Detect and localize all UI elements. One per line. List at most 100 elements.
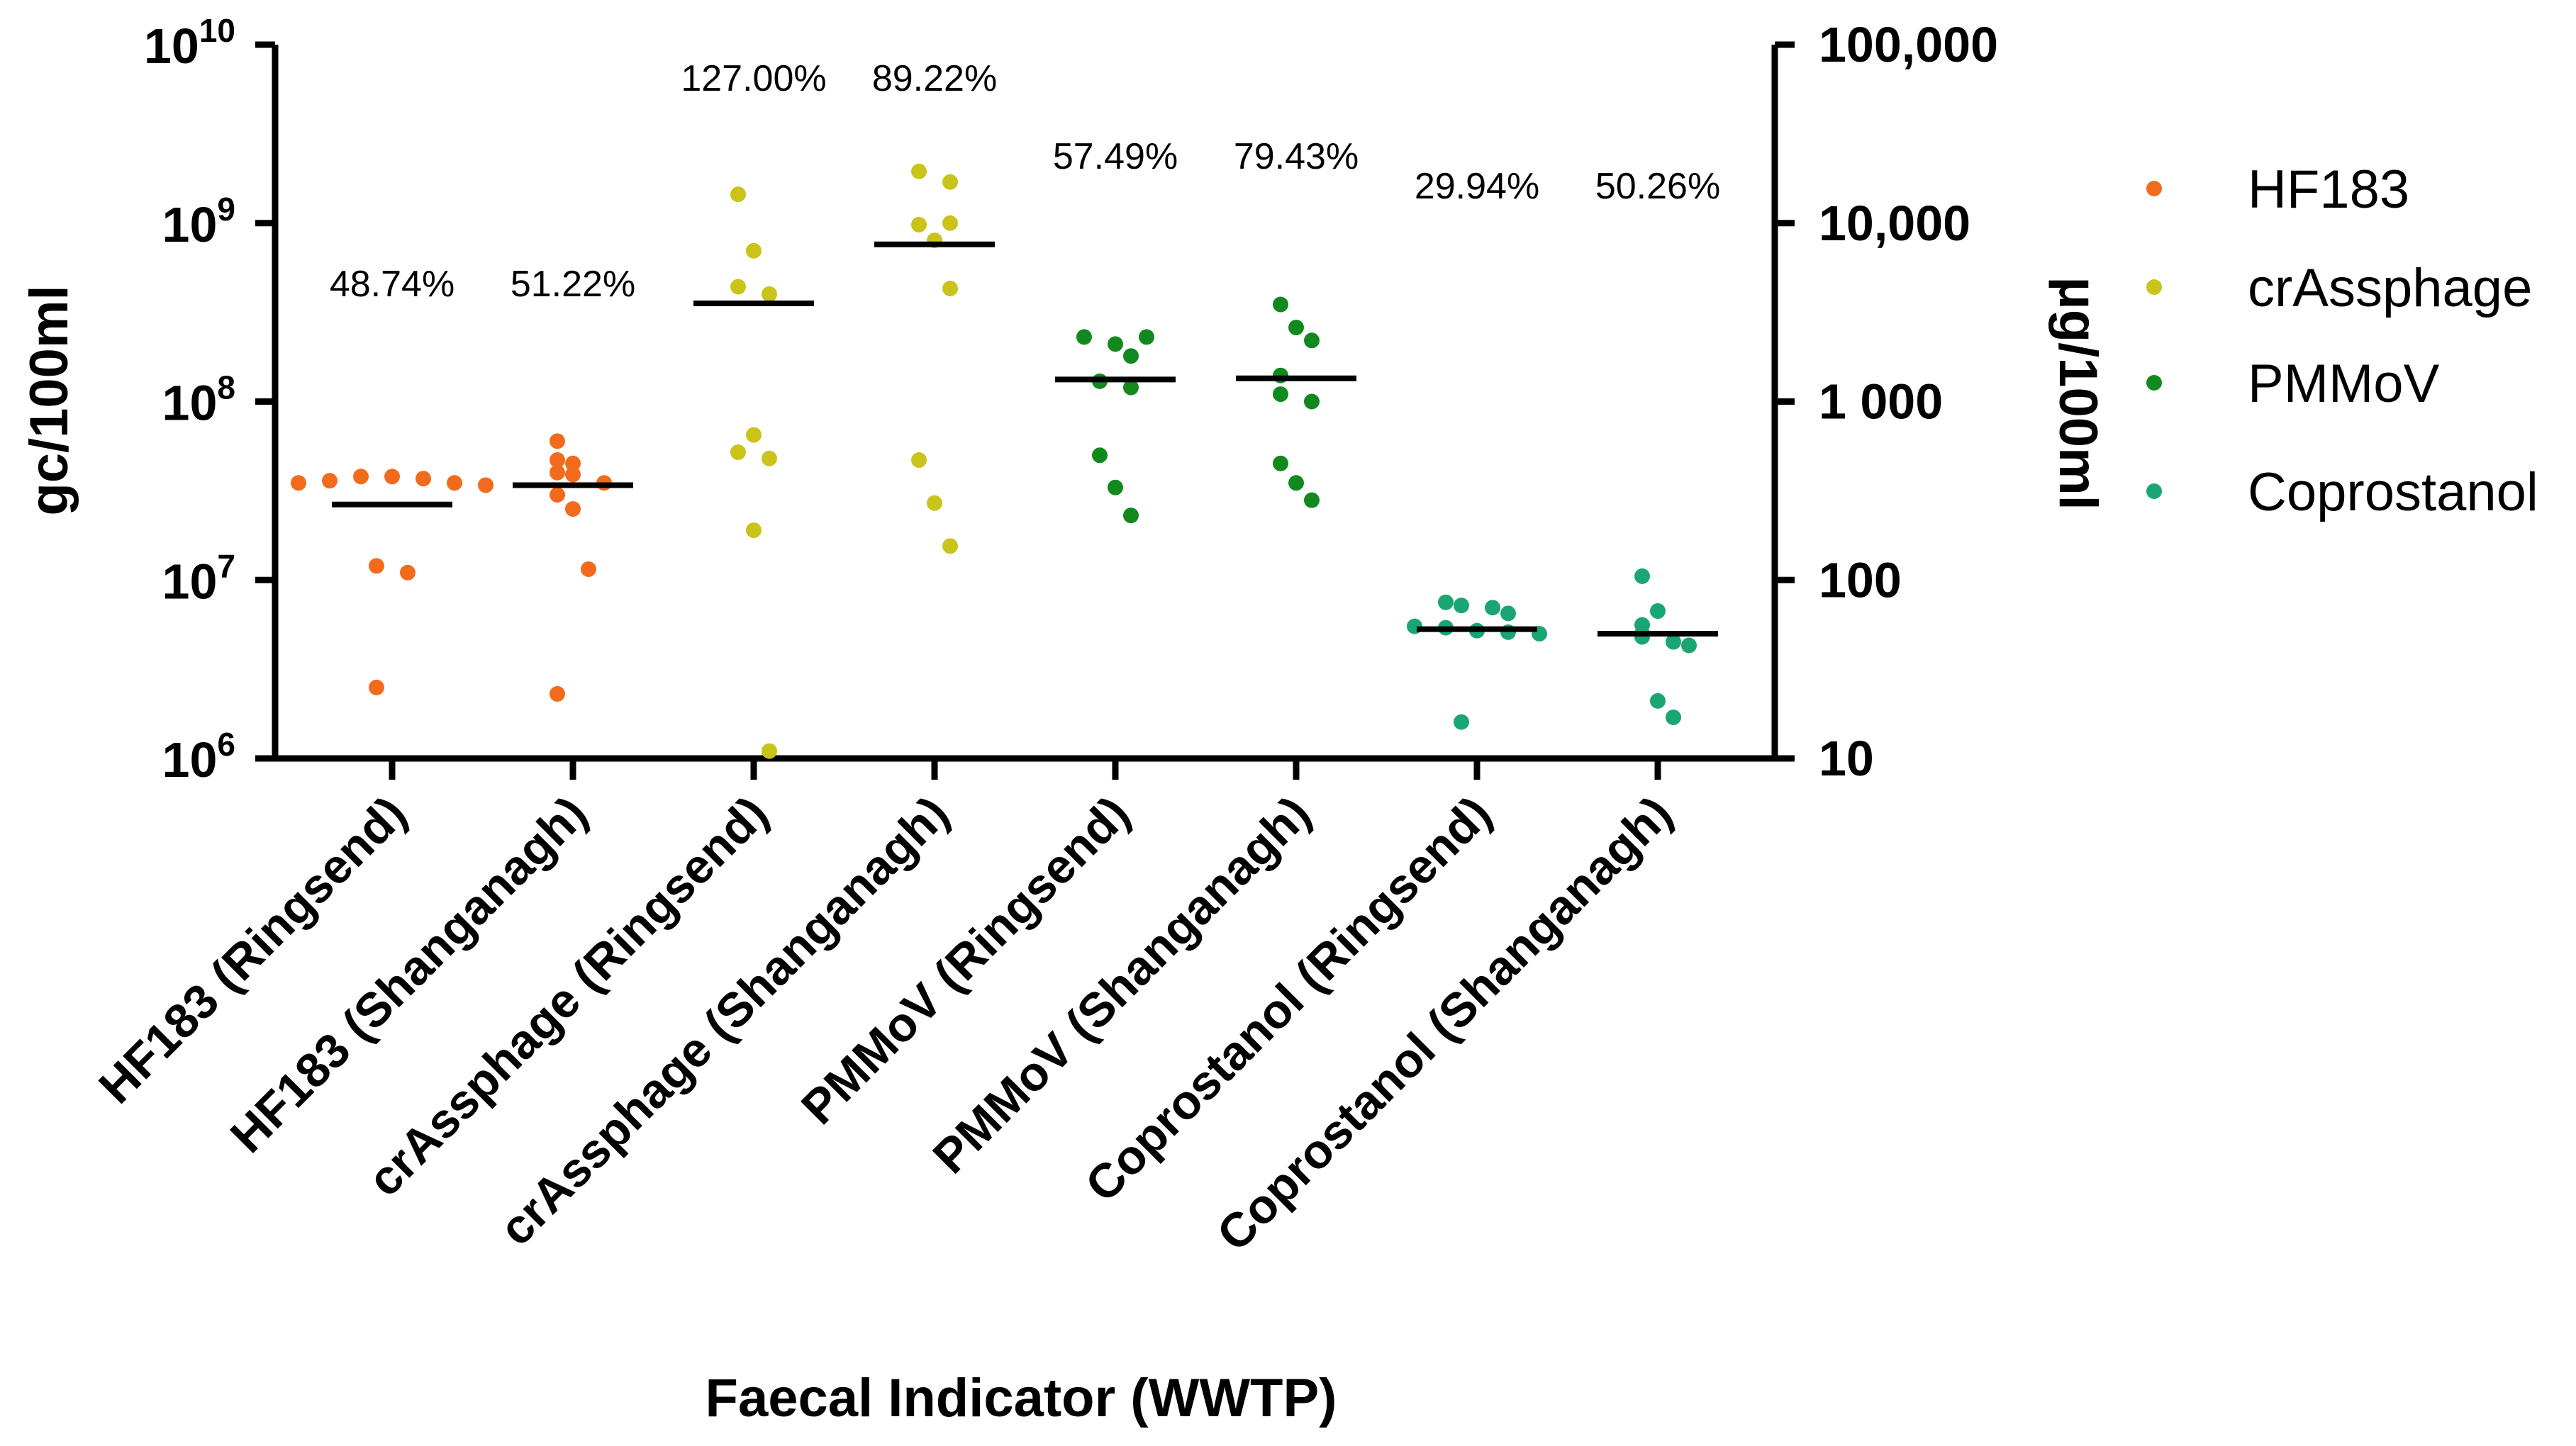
data-point [1288,320,1304,336]
data-points [291,163,1697,759]
percent-annotation: 57.49% [1053,136,1178,177]
data-point [942,281,958,297]
data-point [1123,348,1139,364]
data-point [447,475,462,491]
data-point [369,679,384,695]
data-point [322,473,338,489]
data-point [1092,447,1108,464]
data-point [762,450,777,466]
data-point [1288,475,1304,491]
percent-annotation: 50.26% [1595,166,1720,207]
data-point [1634,568,1650,584]
data-point [369,558,384,574]
data-point [1681,637,1697,654]
data-point [1139,329,1154,345]
legend: HF183 crAssphage PMMoV Coprostanol [2146,159,2538,522]
data-point [1438,594,1454,610]
data-point [1454,598,1469,614]
data-point [565,455,581,471]
percent-annotation: 79.43% [1234,136,1359,177]
data-point [1666,634,1681,650]
y2-axis-ticks: 10 100 1 000 10,000 100,000 [1775,17,1998,786]
percent-annotation: 51.22% [511,264,635,305]
median-lines [332,241,1718,637]
y-tick-label: 107 [162,547,235,609]
data-point [1304,492,1320,508]
data-point [762,743,777,759]
data-point [384,469,400,485]
percent-annotation: 29.94% [1415,166,1539,207]
data-point [353,469,369,485]
data-point [1273,386,1288,403]
data-point [762,286,777,302]
data-point [550,433,565,449]
legend-label: PMMoV [2248,354,2440,414]
data-point [730,444,746,460]
data-point [746,427,762,443]
legend-marker [2146,181,2162,196]
x-axis-tick-labels: HF183 (Ringsend)HF183 (Shanganagh)crAssp… [89,758,1683,1262]
data-point [581,561,596,577]
data-point [416,471,431,487]
legend-label: Coprostanol [2248,462,2538,522]
legend-marker [2146,279,2162,295]
y-tick-label: 108 [162,369,235,431]
data-point [550,464,565,481]
percent-annotation: 48.74% [330,264,455,305]
x-tick-label: PMMoV (Shanganagh) [922,786,1320,1184]
y-tick-label: 109 [162,191,235,252]
data-point [1273,296,1288,313]
percent-annotation: 89.22% [872,58,997,99]
data-point [550,685,565,702]
data-point [1304,332,1320,349]
data-point [942,215,958,231]
x-tick-label: PMMoV (Ringsend) [791,786,1140,1135]
percent-annotations: 48.74% 51.22% 127.00% 89.22% 57.49% 79.43% 29.… [330,58,1720,305]
y-tick-label: 106 [162,726,235,788]
percent-annotation: 127.00% [681,58,826,99]
data-point [1123,508,1139,524]
data-point [1650,603,1666,620]
data-point [911,452,927,469]
data-point [478,477,494,493]
data-point [942,174,958,190]
data-point [1076,329,1092,345]
x-tick-label: HF183 (Ringsend) [89,786,417,1114]
y2-tick-label: 100,000 [1819,17,1998,72]
data-point [730,186,746,203]
data-point [927,495,942,511]
y-tick-label: 1010 [144,12,235,74]
data-point [291,475,306,491]
data-point [911,163,927,179]
data-point [550,452,565,469]
data-point [1123,379,1139,396]
data-point [942,538,958,554]
x-tick-label: HF183 (Shanganagh) [221,786,598,1163]
data-point [746,522,762,539]
data-point [1666,709,1681,725]
legend-label: crAssphage [2248,258,2532,318]
y2-tick-label: 1 000 [1819,374,1943,430]
y2-tick-label: 10 [1819,731,1874,786]
legend-marker [2146,375,2162,391]
legend-label: HF183 [2248,159,2409,220]
legend-marker [2146,483,2162,499]
data-point [1454,714,1469,730]
y-axis-title: gc/100ml [19,285,79,515]
data-point [1304,393,1320,410]
data-point [565,501,581,517]
data-point [1108,479,1123,495]
data-point [550,487,565,503]
x-axis-title: Faecal Indicator (WWTP) [706,1368,1337,1428]
data-point [1500,605,1516,622]
data-point [911,216,927,232]
data-point [1650,693,1666,709]
data-point [746,242,762,259]
y-axis-ticks: 106 107 108 109 1010 [144,12,275,788]
data-point [1485,600,1500,616]
data-point [400,564,416,581]
data-point [1108,336,1123,352]
data-point [1273,455,1288,471]
y2-tick-label: 100 [1819,552,1902,607]
